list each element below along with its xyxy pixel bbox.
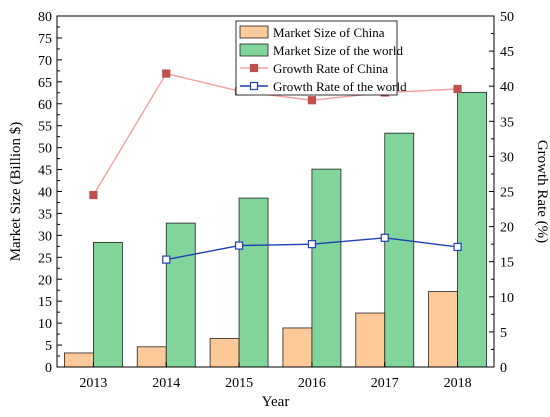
y2-tick-label: 35 [500,115,514,130]
y2-axis-title: Growth Rate (%) [534,140,550,243]
growth-point-china [453,84,462,94]
y2-tick-label: 5 [500,326,507,341]
legend: Market Size of China Market Size of the w… [235,20,407,96]
y2-tick-label: 30 [500,150,514,165]
y-tick-label: 35 [38,207,52,222]
y-tick-label: 40 [38,186,52,201]
y2-tick-label: 45 [500,45,514,60]
y2-tick-label: 0 [500,361,507,376]
bar-china-2013 [64,352,94,368]
y2-tick-label: 15 [500,256,514,271]
growth-point-china [307,96,317,105]
legend-label: Growth Rate of the world [273,79,407,94]
y2-tick-label: 25 [500,186,514,201]
bar-china-2017 [355,312,386,368]
growth-point-world [453,242,462,252]
bar-world-2017 [384,132,415,368]
y2-tick-label: 40 [500,80,514,95]
x-tick-label: 2018 [444,376,472,391]
bar-series-group [64,91,487,368]
bar-china-2015 [209,338,240,368]
bar-world-2016 [311,168,342,368]
y2-tick-label: 20 [500,221,514,236]
bar-world-2013 [93,241,123,368]
legend-label: Market Size of China [273,25,385,40]
y-tick-label: 55 [38,120,52,135]
x-tick-label: 2016 [298,376,326,391]
x-tick-label: 2017 [371,376,399,391]
x-tick-label: 2013 [79,376,107,391]
y-tick-label: 20 [38,273,52,288]
legend-swatch [239,43,269,57]
legend-swatch [239,25,269,39]
x-tick-label: 2014 [152,376,180,391]
y-tick-label: 15 [38,295,52,310]
legend-label: Market Size of the world [273,43,403,58]
y-tick-label: 60 [38,98,52,113]
y-tick-label: 65 [38,76,52,91]
y-tick-label: 45 [38,164,52,179]
y-tick-label: 70 [38,54,52,69]
y2-tick-label: 50 [500,10,514,25]
bar-china-2018 [428,291,458,368]
y-axis-title: Market Size (Billion $) [8,122,24,262]
growth-point-world [380,233,389,242]
y-tick-label: 30 [38,229,52,244]
growth-point-world [307,240,317,249]
bar-china-2014 [136,346,167,368]
y-tick-label: 80 [38,10,52,25]
legend-label: Growth Rate of China [273,61,388,76]
x-axis-title: Year [262,394,290,410]
bar-world-2015 [238,197,269,368]
bar-china-2016 [282,327,313,368]
legend-marker [249,81,259,91]
bar-world-2018 [457,91,487,368]
y-tick-label: 10 [38,317,52,332]
y2-tick-label: 10 [500,291,514,306]
y-tick-label: 5 [45,339,52,354]
x-tick-label: 2015 [225,376,253,391]
y-tick-label: 25 [38,251,52,266]
growth-point-world [162,255,171,264]
growth-point-china [89,190,98,200]
axes-group: 0 5 10 15 20 25 30 35 40 45 50 55 60 65 70 75 80 0 5 10 15 20… [38,10,514,391]
y-tick-label: 75 [38,32,52,47]
growth-point-world [234,241,244,250]
y-tick-label: 50 [38,142,52,157]
legend-marker [249,63,259,73]
bar-world-2014 [165,222,196,368]
growth-point-china [162,69,171,78]
y-tick-label: 0 [45,361,52,376]
